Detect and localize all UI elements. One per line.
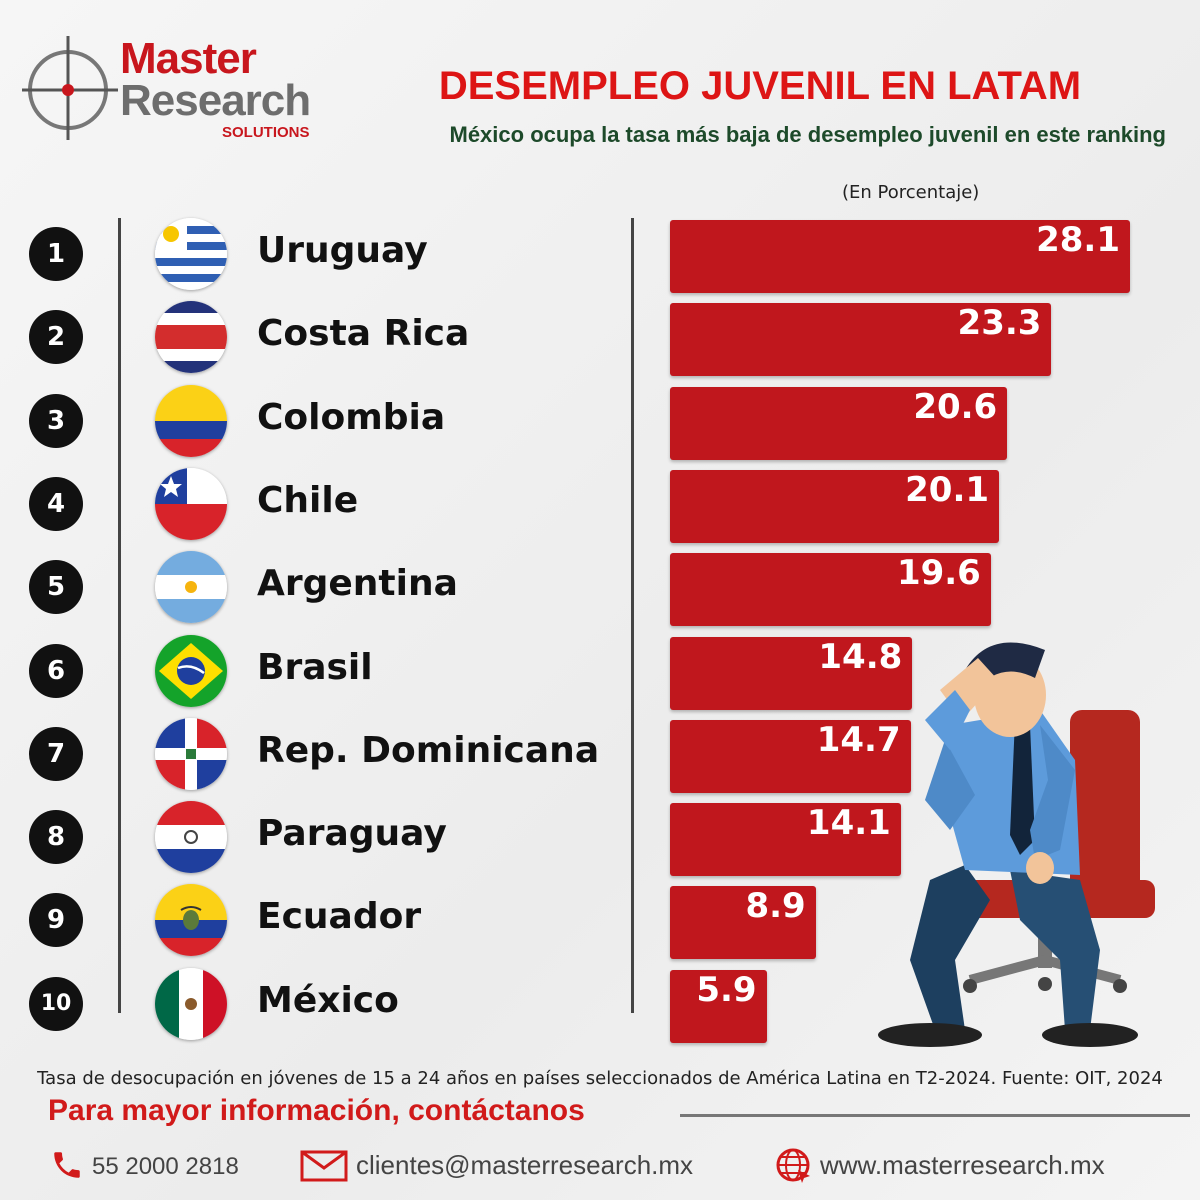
data-label: 23.3 xyxy=(957,303,1042,344)
rank-badge: 1 xyxy=(29,227,83,281)
category-label: Argentina xyxy=(257,563,458,605)
logo-word-solutions: SOLUTIONS xyxy=(222,124,310,141)
rank-badge: 5 xyxy=(29,560,83,615)
bar-chart: 28.1 23.3 20.6 20.1 19.6 14.8 14.7 14.1 8.9 5.9 xyxy=(670,220,1190,1050)
category-label: Colombia xyxy=(257,396,446,438)
rank-badge: 8 xyxy=(29,810,83,865)
bar xyxy=(670,303,1052,377)
logo-word-master: Master xyxy=(120,34,257,83)
data-label: 8.9 xyxy=(745,886,806,927)
data-label: 28.1 xyxy=(1036,220,1120,260)
logo: Master Research SOLUTIONS xyxy=(22,28,332,148)
chile-flag-icon xyxy=(155,467,227,540)
bar xyxy=(670,553,991,627)
colombia-flag-icon xyxy=(155,384,227,457)
argentina-flag-icon xyxy=(155,551,227,624)
email-link[interactable]: clientes@masterresearch.mx xyxy=(356,1150,694,1180)
globe-icon xyxy=(776,1148,810,1183)
rank-badge: 7 xyxy=(29,726,83,781)
rank-badge: 9 xyxy=(29,893,83,948)
website-link[interactable]: www.masterresearch.mx xyxy=(820,1150,1105,1180)
category-label: Ecuador xyxy=(257,896,422,938)
phone-number[interactable]: 55 2000 2818 xyxy=(92,1153,239,1180)
chart-subtitle: México ocupa la tasa más baja de desempl… xyxy=(449,122,1167,147)
brazil-flag-icon xyxy=(155,634,227,707)
rank-badge: 10 xyxy=(29,976,83,1031)
category-label: Brasil xyxy=(257,646,373,688)
bar xyxy=(670,220,1130,293)
bar xyxy=(670,803,901,877)
category-label: México xyxy=(257,979,399,1021)
bar xyxy=(670,969,767,1043)
data-label: 14.1 xyxy=(806,803,891,844)
bar xyxy=(670,386,1008,460)
bar xyxy=(670,636,913,710)
source-note: Tasa de desocupación en jóvenes de 15 a … xyxy=(37,1068,1163,1089)
contact-divider xyxy=(680,1114,1190,1117)
logo-word-research: Research xyxy=(120,76,311,125)
data-label: 14.7 xyxy=(816,719,901,760)
uruguay-flag-icon xyxy=(155,218,227,290)
category-label: Chile xyxy=(257,479,359,521)
middle-divider xyxy=(631,218,634,1013)
category-label: Uruguay xyxy=(257,230,428,271)
data-label: 14.8 xyxy=(818,636,903,677)
data-label: 20.6 xyxy=(913,386,998,427)
left-divider xyxy=(118,218,121,1013)
dominican-republic-flag-icon xyxy=(155,717,227,790)
rank-badge: 2 xyxy=(29,310,83,365)
rank-badge: 6 xyxy=(29,643,83,698)
unit-label: (En Porcentaje) xyxy=(842,182,980,203)
chart-title: DESEMPLEO JUVENIL EN LATAM xyxy=(438,64,1082,108)
crosshair-icon xyxy=(22,36,118,140)
data-label: 19.6 xyxy=(896,553,981,594)
bar xyxy=(670,469,1000,543)
stressed-man-illustration xyxy=(878,642,1155,1047)
data-label: 5.9 xyxy=(696,969,757,1010)
category-label: Rep. Dominicana xyxy=(257,729,600,771)
mexico-flag-icon xyxy=(155,967,227,1040)
phone-icon xyxy=(54,1152,80,1178)
rank-badge: 3 xyxy=(29,393,83,448)
contact-heading: Para mayor información, contáctanos xyxy=(48,1094,585,1127)
bar xyxy=(670,719,911,793)
bar xyxy=(670,886,816,960)
paraguay-flag-icon xyxy=(155,801,227,874)
category-label: Paraguay xyxy=(257,813,447,855)
category-label: Costa Rica xyxy=(257,313,470,355)
rank-badge: 4 xyxy=(29,476,83,531)
data-label: 20.1 xyxy=(905,469,990,510)
ecuador-flag-icon xyxy=(155,884,227,957)
costa-rica-flag-icon xyxy=(155,301,227,374)
email-icon xyxy=(300,1150,348,1182)
